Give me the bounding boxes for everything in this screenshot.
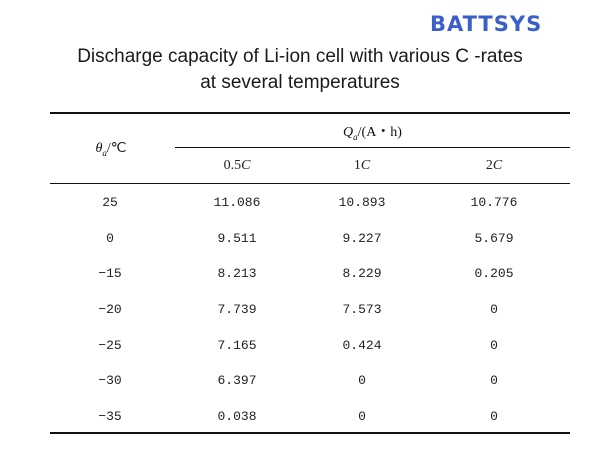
capacity-cell: 0.038 [217, 409, 257, 424]
capacity-cell: 0.424 [342, 338, 382, 353]
title-line-2: at several temperatures [200, 72, 400, 93]
title-line-1: Discharge capacity of Li-ion cell with v… [77, 46, 523, 67]
capacity-cell: 7.165 [217, 338, 257, 353]
capacity-cell: 10.893 [338, 195, 386, 210]
temperature-cell: −25 [98, 338, 122, 353]
capacity-cell: 7.739 [217, 302, 257, 317]
temperature-cell: −15 [98, 266, 122, 281]
column-header: 0.5C [223, 158, 251, 173]
capacity-cell: 0 [490, 373, 498, 388]
capacity-cell: 0.205 [474, 266, 514, 281]
group-header-rule [175, 147, 570, 148]
table-top-rule [50, 112, 570, 114]
capacity-cell: 9.511 [217, 231, 257, 246]
header-bottom-rule [50, 183, 570, 184]
capacity-cell: 10.776 [470, 195, 518, 210]
capacity-cell: 6.397 [217, 373, 257, 388]
capacity-cell: 8.213 [217, 266, 257, 281]
capacity-cell: 0 [358, 409, 366, 424]
capacity-cell: 0 [490, 302, 498, 317]
capacity-cell: 0 [358, 373, 366, 388]
temperature-cell: −35 [98, 409, 122, 424]
capacity-cell: 11.086 [213, 195, 261, 210]
capacity-cell: 0 [490, 338, 498, 353]
temperature-cell: 0 [106, 231, 114, 246]
battsys-logo: BATTSYS [430, 12, 543, 36]
capacity-group-header: Qa/(A・h) [343, 125, 402, 142]
capacity-cell: 7.573 [342, 302, 382, 317]
temperature-cell: −20 [98, 302, 122, 317]
capacity-cell: 5.679 [474, 231, 514, 246]
table-bottom-rule [50, 432, 570, 434]
temperature-cell: −30 [98, 373, 122, 388]
capacity-cell: 0 [490, 409, 498, 424]
page-title: Discharge capacity of Li-ion cell with v… [0, 44, 600, 96]
column-header: 1C [353, 158, 371, 173]
temperature-cell: 25 [102, 195, 118, 210]
temperature-header: θa/℃ [95, 141, 127, 158]
capacity-cell: 8.229 [342, 266, 382, 281]
capacity-cell: 9.227 [342, 231, 382, 246]
column-header: 2C [485, 158, 503, 173]
